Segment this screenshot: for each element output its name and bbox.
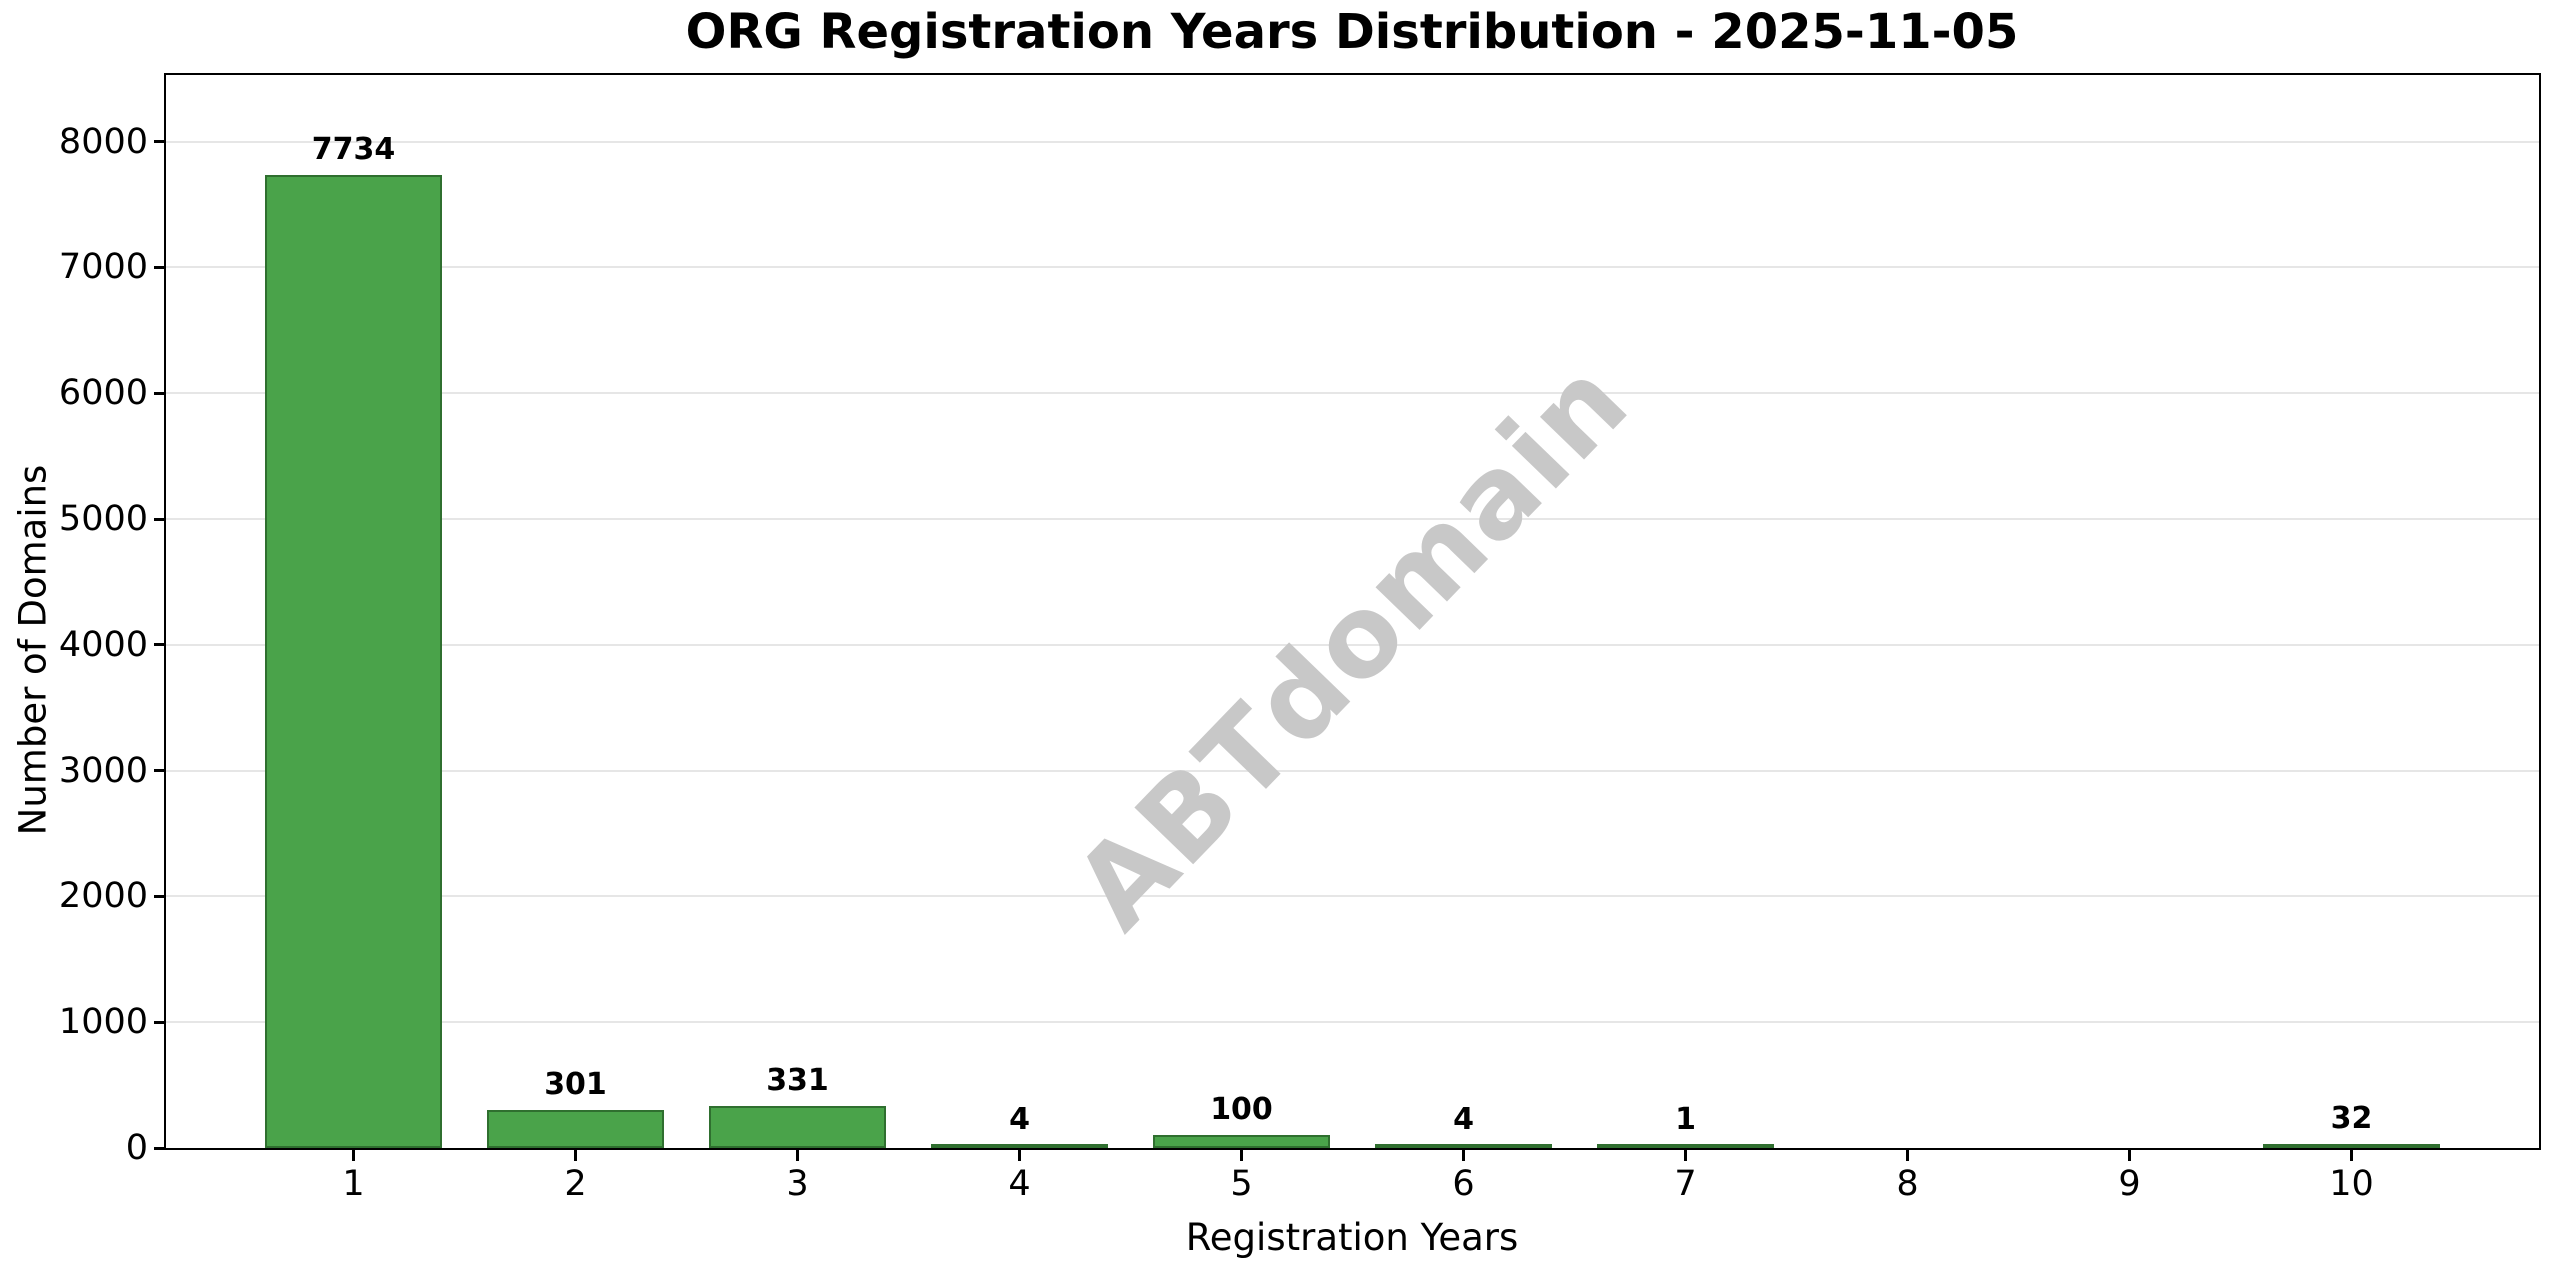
gridline-y-7000 xyxy=(166,266,2539,269)
y-tick-label: 7000 xyxy=(58,247,148,288)
y-tick-mark xyxy=(154,1146,165,1150)
bar-value-label-year-1: 7734 xyxy=(311,132,396,168)
bar-value-label-year-7: 1 xyxy=(1675,1101,1696,1137)
y-tick-mark xyxy=(154,265,165,269)
x-tick-mark xyxy=(352,1150,355,1161)
x-tick-mark xyxy=(1462,1150,1465,1161)
bar-year-3 xyxy=(708,1106,887,1148)
bar-year-5 xyxy=(1152,1135,1331,1148)
y-tick-label: 1000 xyxy=(58,1002,148,1043)
bar-value-label-year-4: 4 xyxy=(1009,1101,1030,1137)
x-tick-mark xyxy=(574,1150,577,1161)
x-tick-mark xyxy=(1018,1150,1021,1161)
x-tick-mark xyxy=(2350,1150,2353,1161)
y-tick-mark xyxy=(154,894,165,898)
y-tick-mark xyxy=(154,769,165,773)
y-tick-mark xyxy=(154,140,165,144)
x-tick-label-10: 10 xyxy=(2329,1164,2374,1204)
y-tick-label: 8000 xyxy=(58,121,148,162)
x-tick-mark xyxy=(2128,1150,2131,1161)
bar-year-6 xyxy=(1374,1144,1553,1148)
x-tick-mark xyxy=(796,1150,799,1161)
x-tick-label-9: 9 xyxy=(2118,1164,2141,1204)
bar-value-label-year-10: 32 xyxy=(2330,1100,2373,1136)
x-tick-mark xyxy=(1906,1150,1909,1161)
gridline-y-6000 xyxy=(166,392,2539,395)
x-tick-label-4: 4 xyxy=(1008,1164,1031,1204)
bar-year-10 xyxy=(2262,1143,2441,1148)
gridline-y-8000 xyxy=(166,140,2539,143)
x-tick-label-6: 6 xyxy=(1452,1164,1475,1204)
gridline-y-1000 xyxy=(166,1021,2539,1024)
x-tick-label-8: 8 xyxy=(1896,1164,1919,1204)
bar-value-label-year-2: 301 xyxy=(544,1067,607,1103)
bar-value-label-year-6: 4 xyxy=(1453,1101,1474,1137)
x-tick-label-7: 7 xyxy=(1674,1164,1697,1204)
x-tick-label-2: 2 xyxy=(564,1164,587,1204)
y-tick-mark xyxy=(154,391,165,395)
y-tick-mark xyxy=(154,517,165,521)
gridline-y-4000 xyxy=(166,643,2539,646)
y-tick-label: 5000 xyxy=(58,499,148,540)
bar-year-4 xyxy=(930,1144,1109,1148)
bar-year-7 xyxy=(1596,1144,1775,1148)
y-tick-label: 3000 xyxy=(58,750,148,791)
x-tick-label-3: 3 xyxy=(786,1164,809,1204)
y-tick-mark xyxy=(154,1020,165,1024)
x-tick-mark xyxy=(1684,1150,1687,1161)
y-tick-label: 0 xyxy=(125,1128,148,1168)
gridline-y-3000 xyxy=(166,769,2539,772)
bar-value-label-year-5: 100 xyxy=(1210,1092,1273,1128)
bar-year-2 xyxy=(486,1110,665,1148)
bar-year-1 xyxy=(264,175,443,1148)
y-tick-label: 6000 xyxy=(58,373,148,414)
chart-title: ORG Registration Years Distribution - 20… xyxy=(685,4,2019,60)
bar-value-label-year-3: 331 xyxy=(766,1063,829,1099)
x-tick-mark xyxy=(1240,1150,1243,1161)
y-tick-label: 2000 xyxy=(58,876,148,917)
x-tick-label-5: 5 xyxy=(1230,1164,1253,1204)
gridline-y-2000 xyxy=(166,895,2539,898)
x-axis-label: Registration Years xyxy=(1185,1216,1519,1259)
x-tick-label-1: 1 xyxy=(342,1164,365,1204)
y-tick-mark xyxy=(154,643,165,647)
gridline-y-5000 xyxy=(166,518,2539,521)
y-tick-label: 4000 xyxy=(58,624,148,665)
plot-area: 7734 301 331 4 100 4 1 32 xyxy=(164,73,2541,1150)
